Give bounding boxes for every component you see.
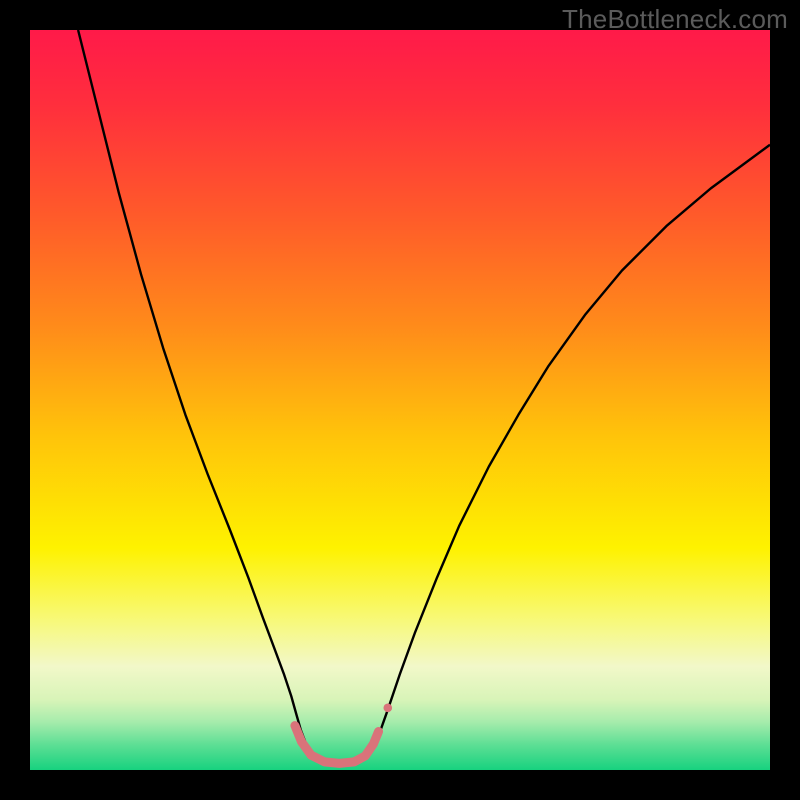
plot-area xyxy=(30,30,770,770)
highlight-dot xyxy=(383,704,392,713)
plot-svg xyxy=(30,30,770,770)
chart-frame: TheBottleneck.com xyxy=(0,0,800,800)
gradient-background xyxy=(30,30,770,770)
watermark-label: TheBottleneck.com xyxy=(562,4,788,35)
